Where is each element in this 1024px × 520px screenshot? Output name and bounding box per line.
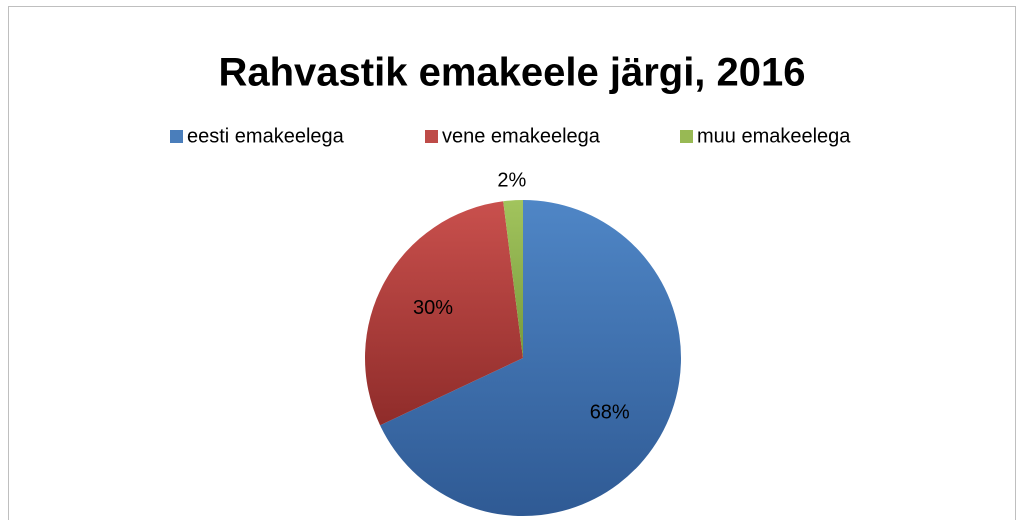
data-label: 2% [497,170,526,192]
pie-slice [364,201,523,426]
data-label: 30% [413,297,453,319]
chart-title: Rahvastik emakeele järgi, 2016 [218,51,805,95]
data-label: 68% [590,401,630,423]
legend-label: eesti emakeelega [187,125,345,147]
legend-swatch [170,130,183,143]
legend-swatch [425,130,438,143]
pie-slice [380,200,681,516]
pie-slice [503,200,523,358]
legend-label: vene emakeelega [442,125,601,147]
legend-swatch [680,130,693,143]
legend-label: muu emakeelega [697,125,851,147]
